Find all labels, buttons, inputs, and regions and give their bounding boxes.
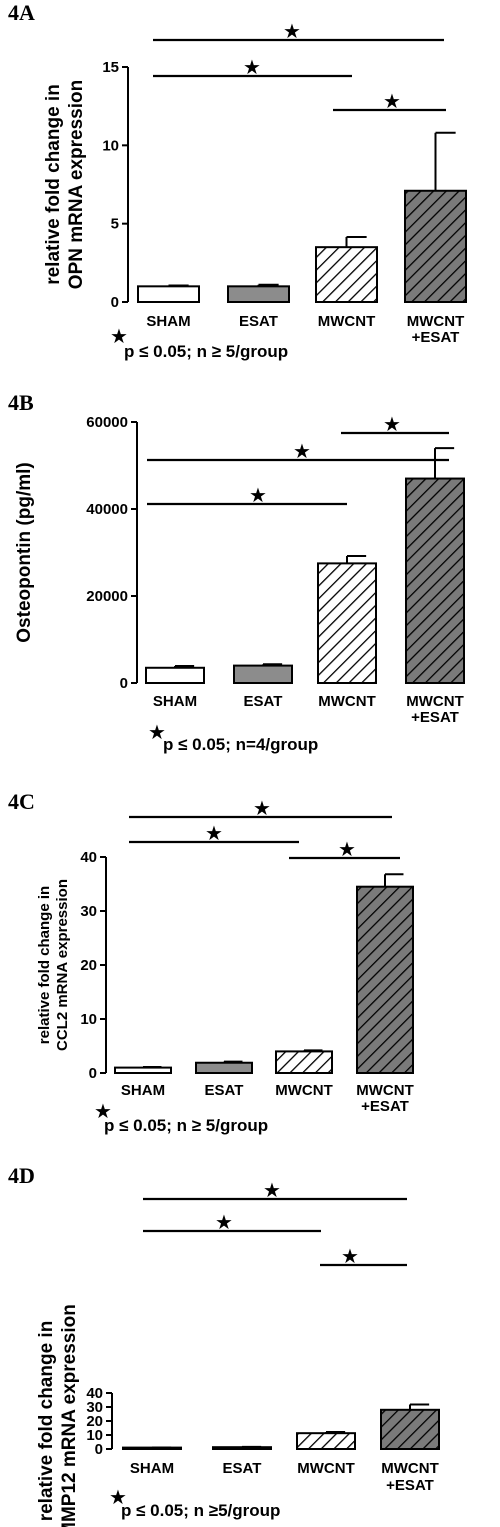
panel-label: 4B xyxy=(8,390,34,415)
bar xyxy=(227,285,290,304)
y-tick-label: 20000 xyxy=(86,588,128,605)
bar xyxy=(296,1432,356,1451)
y-tick-label: 0 xyxy=(89,1065,97,1082)
x-tick-label: MWCNT xyxy=(318,693,375,710)
footnote-star: ★ xyxy=(148,720,166,744)
y-tick-label: 0 xyxy=(120,675,128,692)
x-tick-label: MWCNT xyxy=(275,1082,332,1099)
y-axis-label: relative fold change in xyxy=(43,84,64,285)
y-tick-label: 10 xyxy=(102,137,119,154)
y-tick-label: 20 xyxy=(86,1413,103,1430)
panel-label: 4A xyxy=(8,0,35,25)
x-tick-label: ESAT xyxy=(223,1460,262,1477)
y-axis-label: Osteopontin (pg/ml) xyxy=(14,462,35,642)
footnote-text: p ≤ 0.05; n ≥ 5/group xyxy=(124,342,288,361)
x-tick-label: SHAM xyxy=(121,1082,165,1099)
y-axis-label: OPN mRNA expression xyxy=(66,80,87,289)
bar xyxy=(315,246,378,304)
bar xyxy=(275,1050,333,1075)
y-axis-label: MMP12 mRNA expression xyxy=(59,1304,80,1527)
x-tick-label: +ESAT xyxy=(411,709,459,726)
x-tick-label: ESAT xyxy=(205,1082,244,1099)
y-tick-label: 30 xyxy=(80,903,97,920)
x-tick-label: MWCNT xyxy=(406,693,463,710)
significance-star: ★ xyxy=(341,1244,359,1268)
footnote-text: p ≤ 0.05; n ≥5/group xyxy=(121,1501,280,1520)
x-tick-label: SHAM xyxy=(130,1460,174,1477)
bar xyxy=(317,562,377,684)
y-tick-label: 10 xyxy=(80,1011,97,1028)
significance-star: ★ xyxy=(205,821,223,845)
x-tick-label: ESAT xyxy=(244,693,283,710)
significance-star: ★ xyxy=(249,483,267,507)
y-tick-label: 10 xyxy=(86,1427,103,1444)
significance-star: ★ xyxy=(283,19,301,43)
significance-star: ★ xyxy=(263,1178,281,1202)
y-tick-label: 40000 xyxy=(86,501,128,518)
x-tick-label: ESAT xyxy=(239,313,278,330)
panel-label: 4D xyxy=(8,1163,35,1188)
x-tick-label: +ESAT xyxy=(386,1477,434,1494)
x-tick-label: +ESAT xyxy=(361,1098,409,1115)
chart-panel-4a: 4A 0 5 10 15 relative fold change in OPN mRNA … xyxy=(8,0,467,361)
y-tick-label: 5 xyxy=(111,216,119,233)
y-tick-label: 60000 xyxy=(86,414,128,431)
x-tick-label: MWCNT xyxy=(297,1460,354,1477)
x-tick-label: SHAM xyxy=(153,693,197,710)
y-tick-label: 20 xyxy=(80,957,97,974)
y-tick-label: 0 xyxy=(95,1441,103,1458)
y-axis-label: relative fold change in xyxy=(36,886,53,1044)
significance-star: ★ xyxy=(215,1210,233,1234)
footnote-star: ★ xyxy=(110,324,128,348)
y-tick-label: 40 xyxy=(80,849,97,866)
x-tick-label: MWCNT xyxy=(318,313,375,330)
bar xyxy=(233,664,293,684)
bar xyxy=(145,666,205,685)
significance-star: ★ xyxy=(338,837,356,861)
x-tick-label: MWCNT xyxy=(381,1460,438,1477)
panel-label: 4C xyxy=(8,789,35,814)
chart-panel-4c: 4C 0 10 20 30 40 relative fold change in CCL2 m… xyxy=(8,789,414,1135)
bar xyxy=(404,189,467,303)
significance-star: ★ xyxy=(243,55,261,79)
footnote-star: ★ xyxy=(109,1485,127,1509)
bar xyxy=(356,885,414,1075)
x-tick-label: MWCNT xyxy=(407,313,464,330)
bar xyxy=(137,285,200,304)
significance-star: ★ xyxy=(293,439,311,463)
footnote-text: p ≤ 0.05; n ≥ 5/group xyxy=(104,1116,268,1135)
footnote-star: ★ xyxy=(94,1099,112,1123)
bar xyxy=(380,1408,440,1451)
bar xyxy=(195,1061,253,1074)
bar xyxy=(114,1066,172,1074)
footnote-text: p ≤ 0.05; n=4/group xyxy=(163,735,318,754)
y-tick-label: 40 xyxy=(86,1385,103,1402)
y-tick-label: 15 xyxy=(102,59,119,76)
y-tick-label: 30 xyxy=(86,1399,103,1416)
x-tick-label: +ESAT xyxy=(412,329,460,346)
x-tick-label: SHAM xyxy=(146,313,190,330)
y-axis-label: relative fold change in xyxy=(36,1321,57,1522)
significance-star: ★ xyxy=(253,796,271,820)
y-tick-label: 0 xyxy=(111,294,119,311)
bar xyxy=(405,477,465,684)
significance-star: ★ xyxy=(383,412,401,436)
y-axis-label: CCL2 mRNA expression xyxy=(54,879,71,1051)
chart-panel-4b: 4B 0 20000 40000 60000 Osteopontin (pg/ml) SHA… xyxy=(8,390,465,754)
x-tick-label: MWCNT xyxy=(356,1082,413,1099)
significance-star: ★ xyxy=(383,89,401,113)
